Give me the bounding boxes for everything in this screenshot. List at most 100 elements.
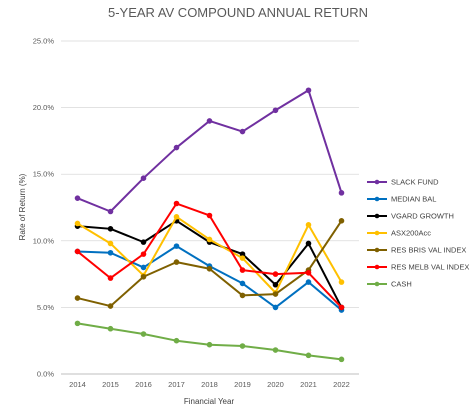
data-point	[305, 87, 312, 94]
x-tick-label: 2018	[201, 380, 218, 389]
y-tick-label: 20.0%	[33, 103, 55, 112]
legend-item: SLACK FUND	[367, 178, 439, 187]
data-point	[107, 303, 114, 309]
legend-swatch-marker	[374, 196, 380, 202]
data-point	[272, 107, 279, 114]
y-tick-label: 10.0%	[33, 236, 55, 245]
y-axis-tick-labels: 0.0% 5.0% 10.0% 15.0% 20.0% 25.0%	[33, 37, 55, 379]
data-point	[206, 212, 213, 219]
x-tick-label: 2020	[267, 380, 284, 389]
legend-swatch-marker	[374, 213, 380, 219]
x-axis-tick-labels: 2014 2015 2016 2017 2018 2019 2020 2021 2022	[69, 380, 350, 389]
data-point	[305, 222, 312, 228]
data-point	[173, 214, 180, 220]
data-point	[140, 251, 147, 257]
legend-item: MEDIAN BAL	[367, 195, 436, 204]
data-point	[74, 295, 81, 301]
data-point	[173, 243, 180, 249]
data-point	[305, 352, 312, 359]
data-point	[173, 337, 180, 344]
legend-swatch-marker	[374, 230, 380, 236]
data-point	[239, 343, 246, 349]
data-point	[239, 280, 246, 287]
data-point	[305, 240, 312, 247]
y-axis-title: Rate of Return (%)	[18, 173, 27, 240]
y-tick-label: 25.0%	[33, 37, 55, 46]
legend-item: RES BRIS VAL INDEX	[367, 246, 466, 255]
data-point	[107, 325, 114, 332]
x-tick-label: 2021	[300, 380, 317, 389]
data-point	[140, 331, 147, 337]
data-point	[107, 240, 114, 247]
series-res-melb-val-index	[74, 200, 345, 311]
data-point	[272, 271, 279, 277]
x-tick-label: 2015	[102, 380, 119, 389]
data-point	[239, 267, 246, 273]
legend-swatch-marker	[374, 281, 380, 287]
data-point	[206, 265, 213, 272]
legend: SLACK FUND MEDIAN BAL VGARD GROWTH ASX200Ac…	[367, 178, 469, 289]
data-point	[74, 320, 81, 327]
data-point	[338, 304, 345, 311]
legend-label: MEDIAN BAL	[391, 195, 436, 204]
data-point	[239, 255, 246, 261]
legend-swatch-marker	[374, 264, 380, 270]
legend-label: CASH	[391, 280, 412, 289]
y-tick-label: 5.0%	[37, 303, 54, 312]
series-res-bris-val-index	[74, 218, 345, 309]
x-axis-title: Financial Year	[184, 397, 235, 406]
data-point	[206, 341, 213, 348]
data-point	[140, 264, 147, 271]
x-tick-label: 2019	[234, 380, 251, 389]
x-tick-label: 2014	[69, 380, 86, 389]
data-point	[140, 273, 147, 280]
chart-title: 5-YEAR AV COMPOUND ANNUAL RETURN	[108, 5, 368, 20]
x-tick-label: 2022	[333, 380, 350, 389]
legend-label: ASX200Acc	[391, 229, 431, 238]
data-point	[173, 259, 180, 265]
data-point	[140, 239, 147, 245]
series-line	[77, 89, 343, 213]
data-point	[239, 128, 246, 135]
legend-item: RES MELB VAL INDEX	[367, 263, 469, 272]
series-lines	[74, 87, 345, 363]
data-point	[338, 279, 345, 285]
data-point	[272, 304, 279, 311]
data-point	[107, 208, 114, 215]
legend-label: VGARD GROWTH	[391, 212, 454, 221]
data-point	[239, 292, 246, 299]
data-point	[305, 269, 312, 276]
series-cash	[74, 320, 345, 363]
legend-label: RES MELB VAL INDEX	[391, 263, 469, 272]
legend-swatch-marker	[374, 247, 380, 253]
data-point	[305, 279, 312, 285]
data-point	[206, 236, 213, 243]
legend-item: ASX200Acc	[367, 229, 431, 238]
x-tick-label: 2016	[135, 380, 152, 389]
data-point	[74, 248, 81, 255]
series-slack-fund	[74, 87, 345, 215]
data-point	[107, 226, 114, 232]
legend-item: VGARD GROWTH	[367, 212, 454, 221]
data-point	[107, 275, 114, 281]
data-point	[272, 281, 279, 288]
legend-item: CASH	[367, 280, 412, 289]
x-tick-label: 2017	[168, 380, 185, 389]
series-line	[77, 322, 342, 361]
data-point	[272, 347, 279, 353]
legend-swatch-marker	[374, 179, 380, 185]
legend-label: SLACK FUND	[391, 178, 439, 187]
y-tick-label: 0.0%	[37, 370, 54, 379]
data-point	[173, 200, 180, 207]
data-point	[107, 249, 114, 256]
data-point	[338, 356, 345, 363]
data-point	[272, 291, 279, 297]
data-point	[338, 190, 345, 196]
data-point	[140, 175, 147, 181]
legend-label: RES BRIS VAL INDEX	[391, 246, 466, 255]
y-tick-label: 15.0%	[33, 170, 55, 179]
gridlines	[61, 40, 359, 375]
data-point	[206, 118, 213, 124]
